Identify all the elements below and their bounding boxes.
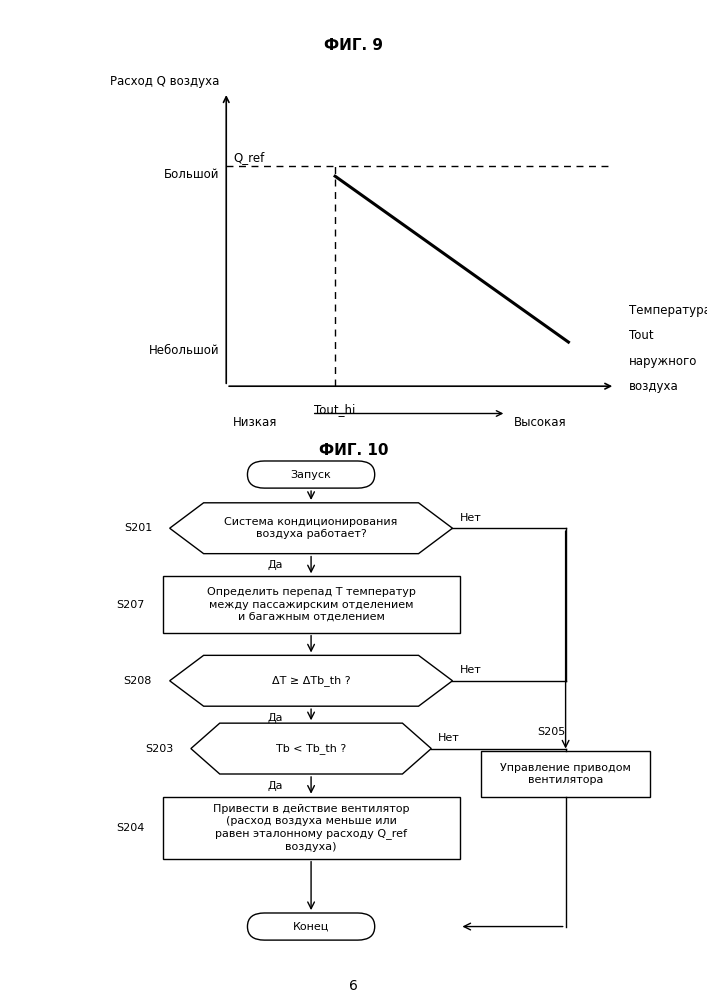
- Text: 6: 6: [349, 979, 358, 993]
- Text: Управление приводом
вентилятора: Управление приводом вентилятора: [500, 763, 631, 785]
- Text: Tb < Tb_th ?: Tb < Tb_th ?: [276, 743, 346, 754]
- Text: воздуха: воздуха: [629, 380, 679, 393]
- Text: Нет: Нет: [460, 665, 481, 675]
- Text: Tout: Tout: [629, 329, 654, 342]
- FancyBboxPatch shape: [247, 461, 375, 488]
- Text: Q_ref: Q_ref: [233, 151, 264, 164]
- Text: ФИГ. 9: ФИГ. 9: [324, 38, 383, 53]
- Text: Температура: Температура: [629, 304, 707, 317]
- Text: Небольшой: Небольшой: [148, 344, 219, 357]
- Text: Большой: Большой: [163, 168, 219, 181]
- Text: Да: Да: [268, 560, 284, 570]
- Text: Запуск: Запуск: [291, 470, 332, 480]
- Text: ΔT ≥ ΔTb_th ?: ΔT ≥ ΔTb_th ?: [271, 675, 351, 686]
- FancyBboxPatch shape: [163, 576, 460, 633]
- Text: S204: S204: [117, 823, 145, 833]
- FancyBboxPatch shape: [481, 751, 650, 797]
- Text: Нет: Нет: [460, 513, 481, 523]
- Text: ФИГ. 10: ФИГ. 10: [319, 443, 388, 458]
- Text: S205: S205: [537, 727, 566, 737]
- Text: Да: Да: [268, 781, 284, 791]
- Text: Привести в действие вентилятор
(расход воздуха меньше или
равен эталонному расхо: Привести в действие вентилятор (расход в…: [213, 804, 409, 852]
- Polygon shape: [170, 503, 452, 554]
- Text: S207: S207: [117, 599, 145, 609]
- FancyBboxPatch shape: [247, 913, 375, 940]
- Text: S201: S201: [124, 523, 152, 533]
- Text: Высокая: Высокая: [514, 416, 566, 429]
- Text: Система кондиционирования
воздуха работает?: Система кондиционирования воздуха работа…: [224, 517, 398, 539]
- Text: Да: Да: [268, 713, 284, 723]
- Text: Низкая: Низкая: [233, 416, 278, 429]
- Text: S208: S208: [124, 676, 152, 686]
- Text: наружного: наружного: [629, 355, 698, 367]
- Text: Определить перепад Т температур
между пассажирским отделением
и багажным отделен: Определить перепад Т температур между па…: [206, 587, 416, 622]
- Text: S203: S203: [145, 744, 173, 754]
- Polygon shape: [191, 723, 431, 774]
- Polygon shape: [170, 655, 452, 706]
- Text: Tout_hi: Tout_hi: [315, 403, 356, 416]
- FancyBboxPatch shape: [163, 797, 460, 859]
- Text: Конец: Конец: [293, 922, 329, 932]
- Text: Расход Q воздуха: Расход Q воздуха: [110, 75, 219, 88]
- Text: Нет: Нет: [438, 733, 460, 743]
